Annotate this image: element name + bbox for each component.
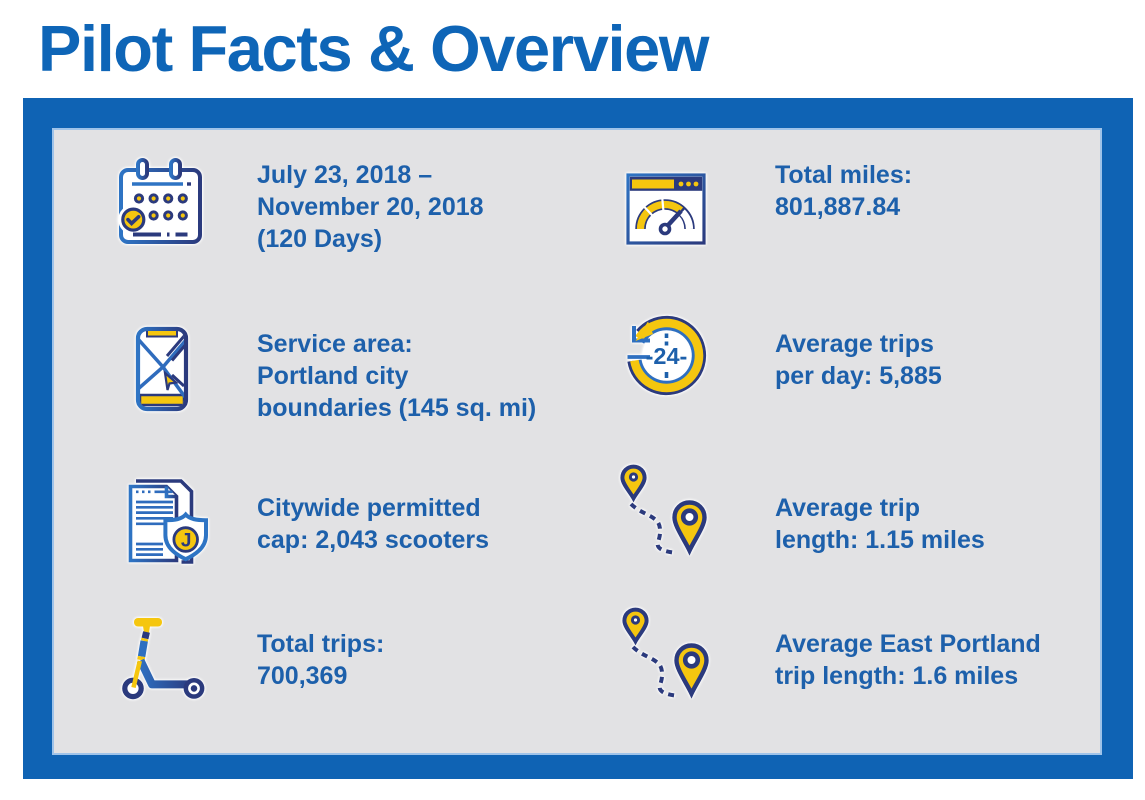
svg-text:-24-: -24- <box>646 343 688 369</box>
svg-text:J: J <box>181 531 192 552</box>
